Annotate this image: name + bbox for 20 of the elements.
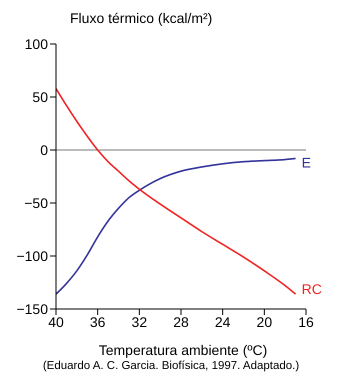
x-tick-label: 24 [214, 314, 231, 330]
series-label: E [302, 154, 311, 170]
series-label: RC [302, 281, 322, 298]
chart-title: Fluxo térmico (kcal/m²) [70, 10, 212, 26]
y-tick-label: −100 [16, 248, 48, 264]
y-tick-label: 0 [40, 142, 48, 158]
x-tick-label: 28 [173, 314, 189, 330]
line-series [56, 88, 296, 295]
x-axis-title: Temperatura ambiente (ºC) [98, 342, 268, 358]
line-series [56, 158, 296, 295]
y-tick-label: 100 [24, 36, 48, 52]
x-tick-label: 40 [48, 314, 64, 330]
y-tick-label: 50 [32, 88, 48, 105]
x-tick-label: 20 [256, 314, 272, 330]
x-tick-label: 32 [132, 314, 148, 330]
text: (Eduardo A. C. Garcia. Biofísica, 1997. Adaptado.) [42, 360, 300, 372]
x-tick-label: 16 [298, 314, 314, 330]
y-tick-label: −150 [16, 300, 48, 317]
x-tick-label: 36 [90, 314, 106, 330]
y-tick-label: −50 [24, 194, 48, 211]
